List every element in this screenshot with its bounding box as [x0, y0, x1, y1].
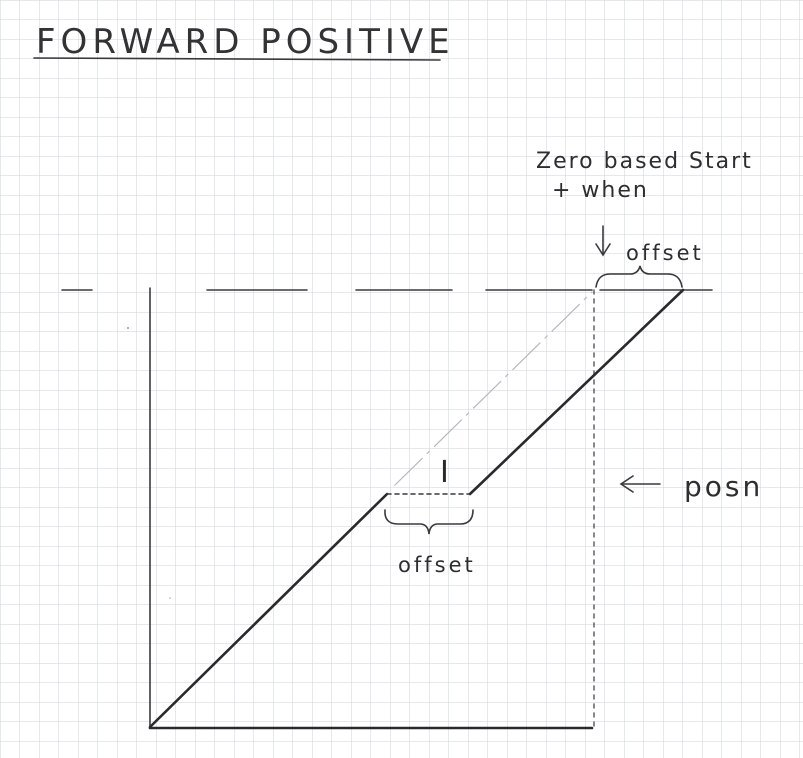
paper-speck	[169, 597, 171, 599]
when-positive-note: + when	[552, 178, 649, 203]
offset-label-bottom: offset	[398, 553, 476, 577]
zero-based-start-note: Zero based Start	[536, 149, 753, 174]
paper-speck	[127, 327, 129, 329]
faint-diagonal-continuation	[394, 291, 593, 486]
bottom-offset-brace	[384, 509, 474, 535]
page-title: FORWARD POSITIVE	[36, 22, 455, 62]
upper-diagonal-line	[468, 288, 685, 496]
offset-label-top: offset	[626, 241, 704, 265]
down-arrow	[595, 225, 611, 257]
title-underline	[33, 57, 441, 61]
posn-label: posn	[684, 470, 763, 503]
insertion-marker: I	[440, 455, 449, 490]
left-arrow	[619, 475, 661, 493]
lower-diagonal-line	[148, 492, 389, 729]
top-offset-brace	[595, 265, 683, 288]
